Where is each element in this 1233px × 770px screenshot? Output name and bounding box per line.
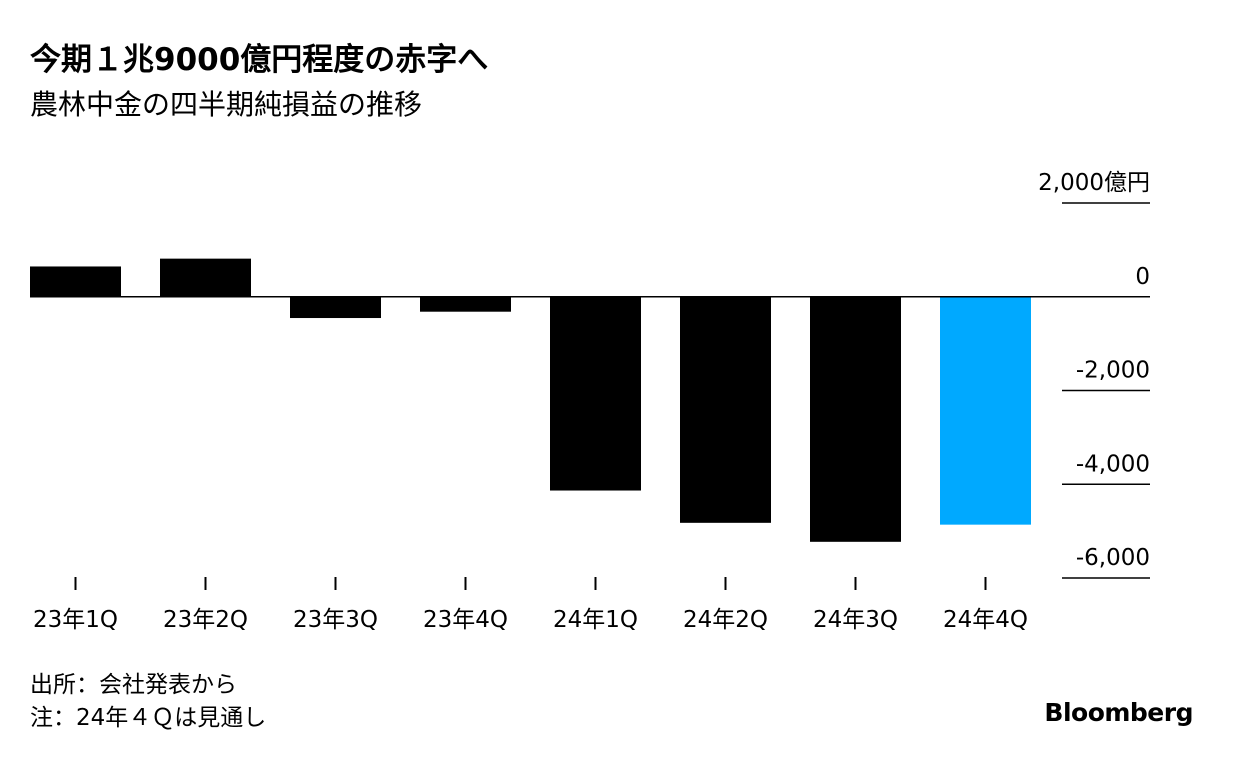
bar-23年1Q: [30, 266, 121, 297]
y-tick-label: 0: [1135, 264, 1150, 290]
x-tick-label: 23年3Q: [293, 607, 378, 633]
source-note: 出所：会社発表から: [30, 672, 237, 698]
bar-24年3Q: [810, 296, 901, 542]
bar-23年2Q: [160, 258, 251, 297]
x-tick-label: 23年4Q: [423, 607, 508, 633]
x-tick-label: 24年2Q: [683, 607, 768, 633]
chart-title: 今期１兆9000億円程度の赤字へ: [30, 42, 489, 78]
chart-subtitle: 農林中金の四半期純損益の推移: [30, 88, 423, 121]
y-tick-label: -6,000: [1076, 545, 1150, 571]
bloomberg-logo: Bloomberg: [1044, 698, 1193, 727]
bar-23年4Q: [420, 296, 511, 312]
footnote: 注：24年４Ｑは見通し: [30, 705, 267, 731]
x-tick-label: 23年2Q: [163, 607, 248, 633]
y-tick-label: -4,000: [1076, 451, 1150, 477]
y-tick-label: 2,000億円: [1038, 170, 1150, 196]
y-tick-label: -2,000: [1076, 358, 1150, 384]
x-tick-label: 24年4Q: [943, 607, 1028, 633]
x-tick-label: 24年3Q: [813, 607, 898, 633]
x-tick-label: 24年1Q: [553, 607, 638, 633]
bar-24年1Q: [550, 296, 641, 491]
bar-24年2Q: [680, 296, 771, 523]
bar-chart: 2,000億円 0 -2,000 -4,000 -6,000 23年1Q 23年2Q 23年3…: [30, 170, 1150, 633]
bar-23年3Q: [290, 296, 381, 319]
x-tick-label: 23年1Q: [33, 607, 118, 633]
bar-24年4Q: [940, 296, 1031, 525]
